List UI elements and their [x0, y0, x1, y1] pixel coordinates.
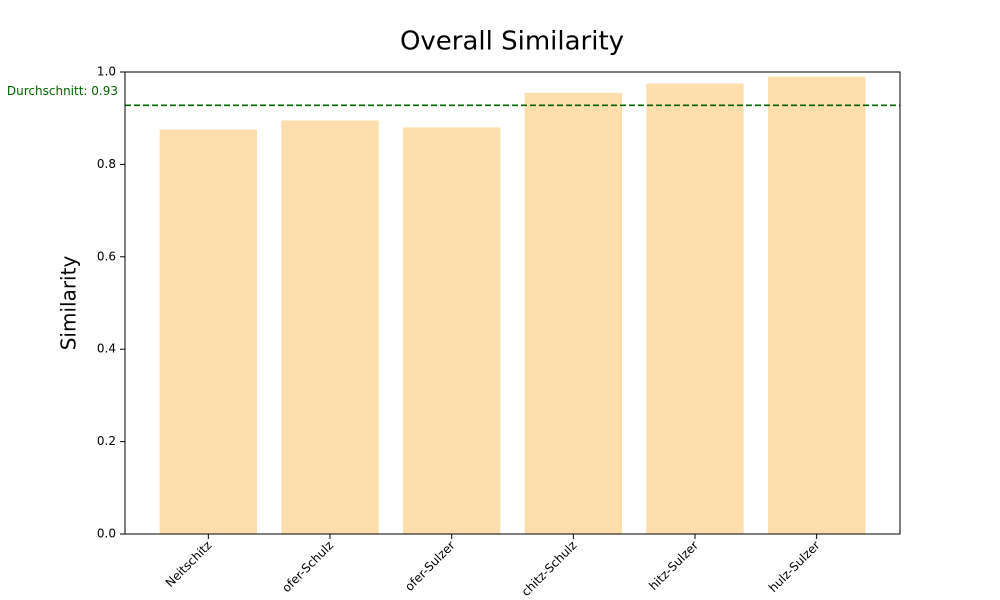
bar [646, 83, 744, 535]
x-tick-label: ofer-Schulz [279, 538, 336, 595]
plot-frame [124, 71, 901, 535]
y-tick-label: 0.2 [97, 434, 116, 448]
y-tick-label: 0.0 [97, 527, 116, 541]
x-tick-label: hitz-Sulzer [646, 538, 701, 593]
x-tick-label: Neitschitz [163, 538, 215, 590]
x-tick-label: ofer-Sulzer [402, 538, 458, 594]
y-axis-label: Similarity [57, 256, 81, 351]
y-tick-label: 1.0 [97, 65, 116, 79]
y-tick-label: 0.8 [97, 157, 116, 171]
bar [159, 129, 258, 534]
x-tick-label: hulz-Sulzer [766, 538, 823, 595]
bar [524, 92, 622, 534]
bar [767, 76, 866, 535]
x-tick-label: chitz-Schulz [519, 538, 580, 599]
bar [403, 127, 501, 534]
bar [281, 120, 379, 534]
y-tick-label: 0.6 [97, 249, 116, 263]
chart-title: Overall Similarity [400, 27, 624, 57]
mean-label: Durchschnitt: 0.93 [7, 84, 118, 98]
y-tick-label: 0.4 [97, 342, 116, 356]
